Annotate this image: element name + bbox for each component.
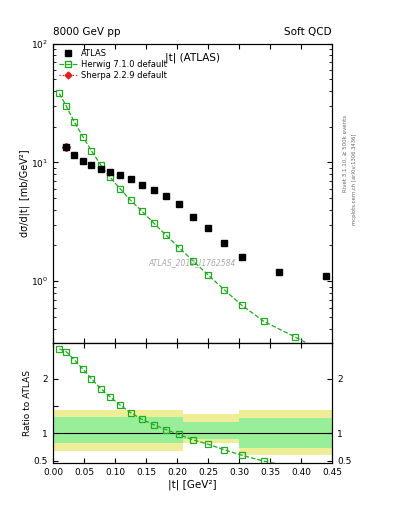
Text: Soft QCD: Soft QCD xyxy=(285,27,332,37)
Text: ATLAS_2019_I1762584: ATLAS_2019_I1762584 xyxy=(149,258,236,267)
X-axis label: |t| [GeV²]: |t| [GeV²] xyxy=(168,480,217,490)
Y-axis label: dσ/d|t| [mb/GeV²]: dσ/d|t| [mb/GeV²] xyxy=(19,150,29,237)
Text: mcplots.cern.ch [arXiv:1306.3436]: mcplots.cern.ch [arXiv:1306.3436] xyxy=(352,134,357,225)
Text: |t| (ATLAS): |t| (ATLAS) xyxy=(165,53,220,63)
Text: Rivet 3.1.10, ≥ 500k events: Rivet 3.1.10, ≥ 500k events xyxy=(343,115,348,192)
Text: 8000 GeV pp: 8000 GeV pp xyxy=(53,27,121,37)
Legend: ATLAS, Herwig 7.1.0 default, Sherpa 2.2.9 default: ATLAS, Herwig 7.1.0 default, Sherpa 2.2.… xyxy=(57,48,168,81)
Y-axis label: Ratio to ATLAS: Ratio to ATLAS xyxy=(24,370,33,436)
